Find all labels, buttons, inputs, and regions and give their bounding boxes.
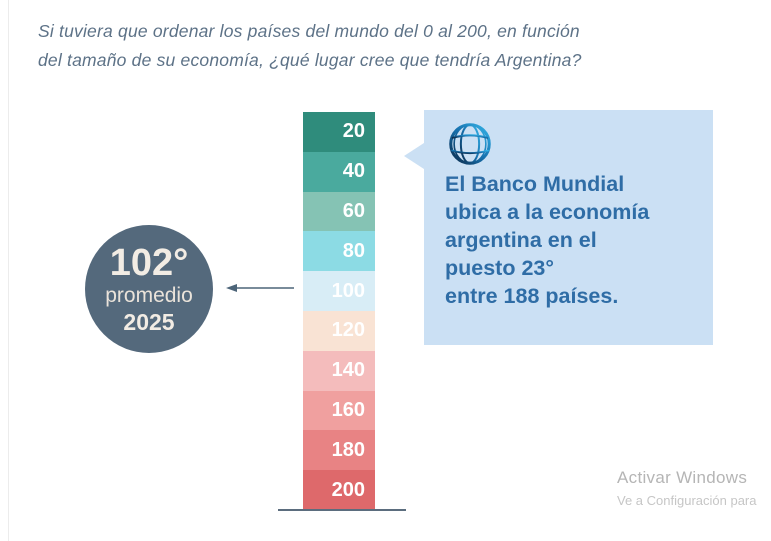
scale-segment-label: 100 (331, 279, 365, 302)
ranking-scale: 20 40 60 80 100 120 140 160 180 200 (303, 112, 375, 510)
average-year: 2025 (123, 308, 175, 335)
scale-segment-180: 180 (303, 430, 375, 471)
average-arrow-icon (226, 284, 294, 292)
average-caption: promedio (105, 283, 193, 307)
scale-segment-140: 140 (303, 350, 375, 391)
worldbank-note-line5: entre 188 países. (445, 284, 619, 308)
scale-segment-label: 60 (342, 199, 365, 222)
scale-segment-100: 100 (303, 271, 375, 311)
survey-question-line2: del tamaño de su economía, ¿qué lugar cr… (38, 50, 582, 70)
average-badge: 102° promedio 2025 (85, 225, 213, 353)
worldbank-note-line4: puesto 23° (445, 256, 554, 280)
scale-segment-label: 120 (331, 319, 365, 342)
worldbank-note-line2: ubica a la economía (445, 200, 650, 224)
world-bank-globe-icon (449, 123, 491, 165)
survey-question: Si tuviera que ordenar los países del mu… (38, 17, 582, 75)
scale-segment-60: 60 (303, 191, 375, 232)
worldbank-note-line1: El Banco Mundial (445, 172, 625, 196)
scale-segment-80: 80 (303, 231, 375, 272)
scale-segment-40: 40 (303, 151, 375, 192)
scale-segment-label: 160 (331, 398, 365, 421)
scale-segment-160: 160 (303, 390, 375, 431)
scale-baseline (278, 509, 406, 511)
scale-segment-label: 40 (342, 160, 365, 183)
left-edge-divider (8, 0, 9, 541)
scale-segment-20: 20 (303, 112, 375, 152)
worldbank-note: El Banco Mundial ubica a la economía arg… (445, 170, 649, 310)
windows-activation-watermark: Activar Windows Ve a Configuración para (617, 468, 756, 508)
scale-segment-label: 180 (331, 438, 365, 461)
worldbank-note-line3: argentina en el (445, 228, 597, 252)
windows-activation-title: Activar Windows (617, 468, 748, 487)
worldbank-callout: El Banco Mundial ubica a la economía arg… (404, 110, 713, 345)
scale-segment-label: 20 (342, 120, 365, 143)
scale-segment-120: 120 (303, 310, 375, 351)
scale-segment-label: 80 (342, 239, 365, 262)
scale-segment-label: 200 (331, 478, 365, 501)
scale-segment-200: 200 (303, 470, 375, 510)
survey-question-line1: Si tuviera que ordenar los países del mu… (38, 21, 580, 41)
callout-tail (404, 143, 424, 169)
average-value: 102° (109, 241, 189, 284)
windows-activation-subtitle: Ve a Configuración para (617, 493, 757, 508)
scale-segment-label: 140 (331, 359, 365, 382)
